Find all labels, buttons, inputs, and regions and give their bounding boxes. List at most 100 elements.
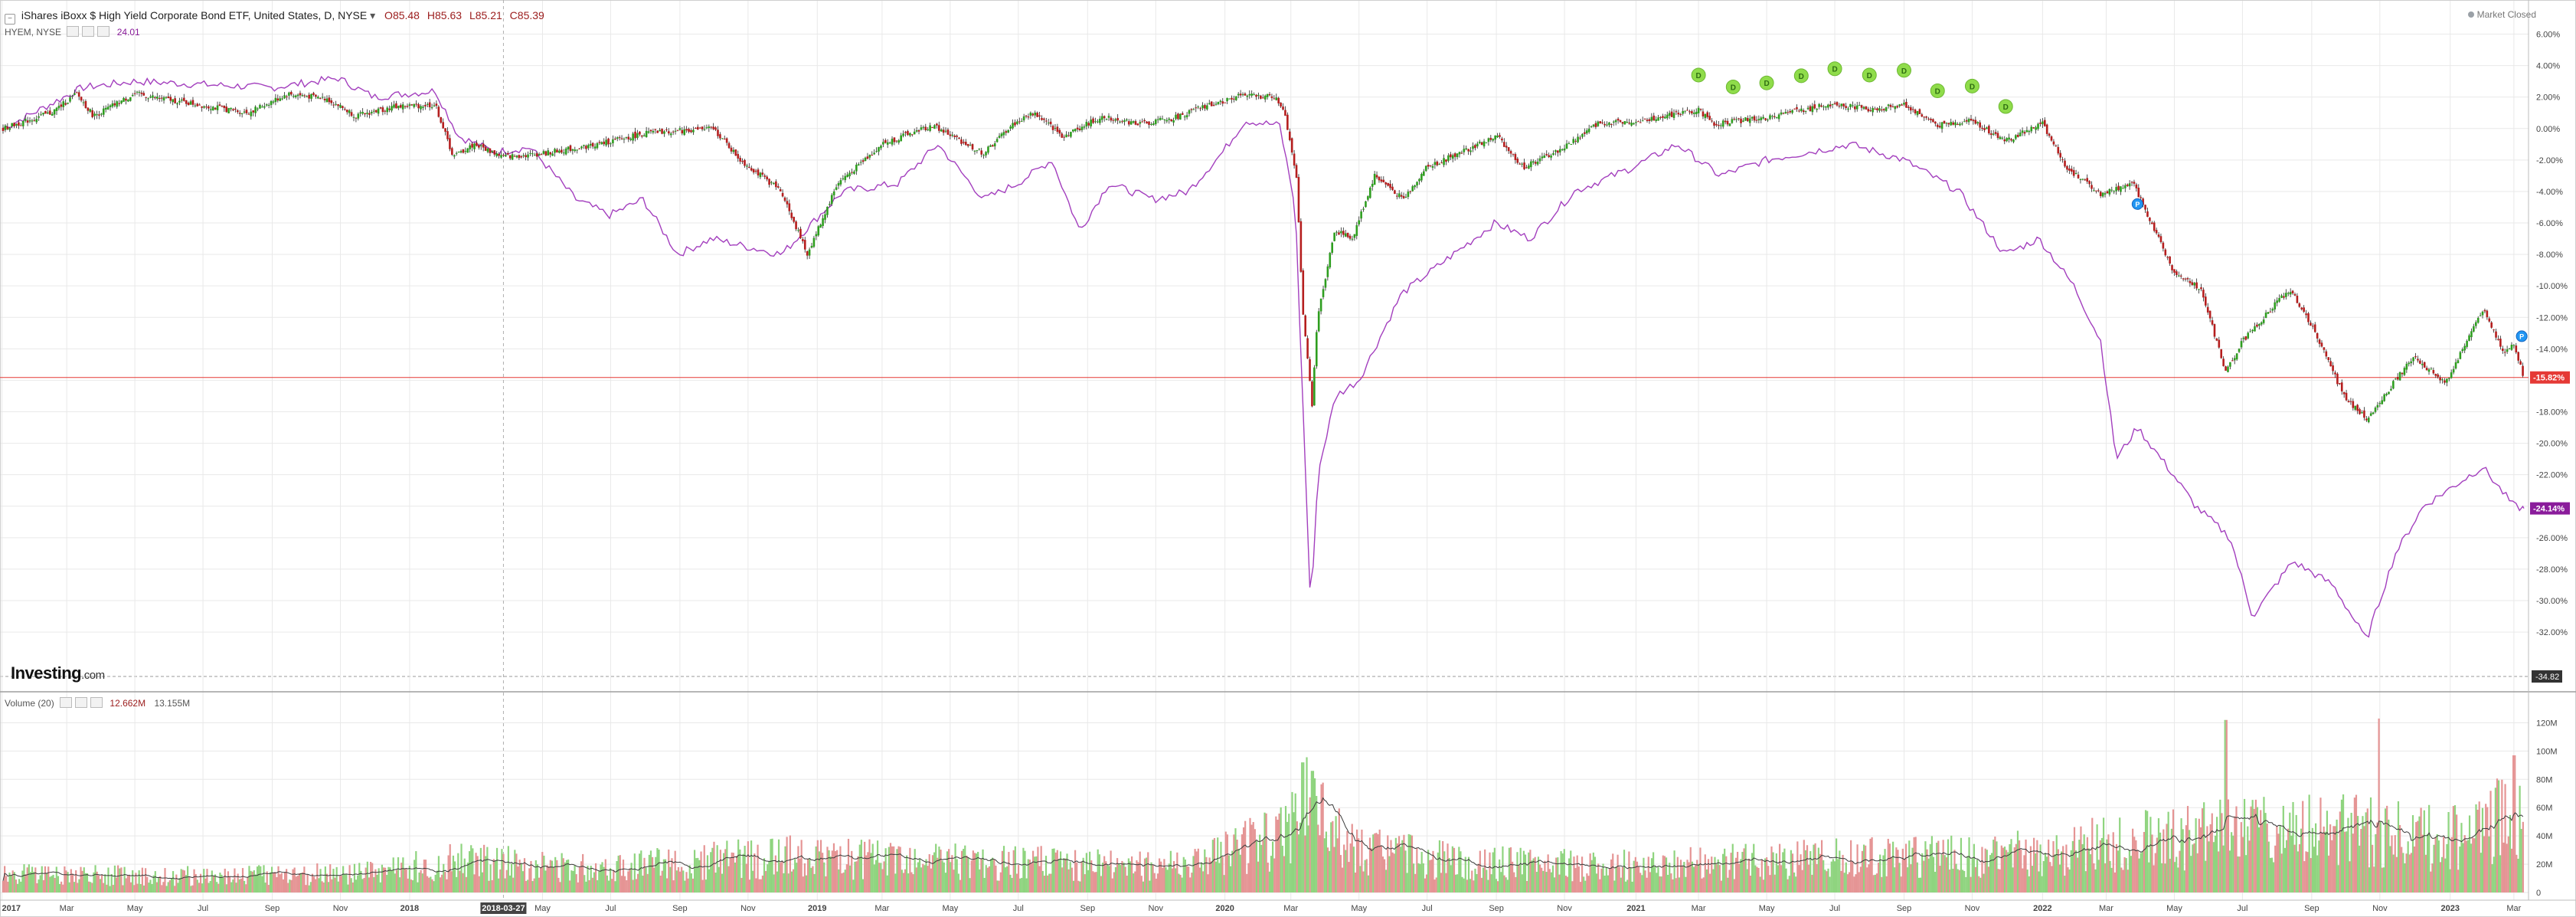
candle-up xyxy=(830,195,833,205)
candle-down xyxy=(410,104,414,106)
candle-down xyxy=(1793,108,1796,110)
volume-bar-down xyxy=(1031,850,1035,892)
candle-up xyxy=(587,145,590,149)
volume-bar-down xyxy=(1390,840,1392,892)
candle-up xyxy=(674,130,677,132)
volume-bar-up xyxy=(2375,833,2377,892)
candle-up xyxy=(1568,143,1571,145)
volume-bar-up xyxy=(2097,860,2100,892)
price-tick-label: -32.00% xyxy=(2536,628,2568,637)
volume-bar-up xyxy=(1822,860,1825,892)
close-icon[interactable] xyxy=(97,26,110,37)
candle-up xyxy=(1367,196,1369,200)
volume-bar-up xyxy=(1785,868,1787,892)
volume-bar-down xyxy=(757,844,759,892)
candle-down xyxy=(482,143,485,148)
volume-bar-up xyxy=(924,865,926,892)
candle-down xyxy=(1947,123,1950,125)
volume-bar-up xyxy=(1169,850,1172,892)
volume-bar-up xyxy=(418,872,420,892)
volume-bar-down xyxy=(922,863,924,892)
volume-bar-down xyxy=(1071,867,1073,892)
volume-bar-down xyxy=(604,859,606,892)
volume-settings-icon[interactable] xyxy=(60,697,73,708)
candle-down xyxy=(2097,190,2100,192)
volume-bar-down xyxy=(2179,850,2181,892)
volume-bar-up xyxy=(20,881,22,892)
volume-bar-down xyxy=(1113,872,1115,892)
volume-bar-up xyxy=(1011,877,1013,892)
candle-up xyxy=(1183,116,1186,118)
volume-bar-down xyxy=(786,837,788,892)
volume-bar-up xyxy=(1911,847,1914,892)
volume-bar-up xyxy=(609,868,612,892)
candle-up xyxy=(1313,367,1316,406)
volume-bar-up xyxy=(1594,856,1597,892)
volume-bar-down xyxy=(518,860,521,892)
volume-bar-up xyxy=(2300,828,2303,892)
candle-down xyxy=(2157,234,2160,237)
volume-bar-down xyxy=(557,877,560,892)
candle-down xyxy=(1686,110,1688,111)
volume-bar-up xyxy=(2026,870,2028,892)
volume-bar-up xyxy=(1175,868,1177,892)
settings-icon[interactable] xyxy=(67,26,80,37)
volume-bar-up xyxy=(2263,797,2265,892)
volume-bar-down xyxy=(2080,826,2082,892)
volume-bar-down xyxy=(428,877,430,892)
volume-bar-down xyxy=(274,872,276,892)
candle-down xyxy=(1891,106,1894,108)
candle-up xyxy=(1827,104,1829,108)
volume-bar-up xyxy=(1605,867,1607,892)
price-tick-label: -4.00% xyxy=(2536,188,2563,197)
candle-up xyxy=(1635,122,1637,123)
candle-down xyxy=(761,172,764,175)
candle-down xyxy=(154,97,156,99)
volume-bar-up xyxy=(2106,839,2108,892)
volume-bar-up xyxy=(1685,876,1687,892)
hide-icon[interactable] xyxy=(82,26,95,37)
volume-bar-down xyxy=(1728,870,1731,892)
volume-bar-up xyxy=(1419,863,1421,892)
volume-bar-down xyxy=(1040,846,1042,892)
candle-down xyxy=(328,97,331,103)
candle-up xyxy=(1597,121,1600,126)
candle-up xyxy=(1129,121,1133,125)
volume-bar-up xyxy=(1882,855,1885,892)
volume-tick-label: 120M xyxy=(2536,719,2558,728)
volume-bar-down xyxy=(198,883,201,892)
candle-up xyxy=(1416,182,1418,186)
dropdown-icon[interactable]: ▾ xyxy=(370,9,376,21)
volume-bar-up xyxy=(73,882,76,892)
collapse-icon[interactable]: − xyxy=(5,14,15,25)
candle-down xyxy=(1014,122,1016,126)
candle-down xyxy=(84,100,87,109)
volume-bar-up xyxy=(950,862,952,892)
volume-bar-down xyxy=(2483,836,2486,892)
candle-up xyxy=(1818,103,1820,107)
volume-bar-down xyxy=(789,835,791,892)
candle-up xyxy=(2381,400,2384,404)
volume-bar-up xyxy=(2208,841,2210,892)
volume-bar-down xyxy=(2120,867,2123,892)
candle-down xyxy=(2486,310,2489,318)
volume-hide-icon[interactable] xyxy=(75,697,88,708)
candle-down xyxy=(18,122,20,126)
volume-bar-up xyxy=(1683,862,1685,892)
volume-bar-up xyxy=(969,878,971,892)
candle-down xyxy=(2356,404,2359,411)
candle-down xyxy=(2179,275,2182,277)
volume-bar-down xyxy=(594,863,597,892)
volume-bar-up xyxy=(1691,861,1693,892)
dividend-marker xyxy=(1896,63,1911,78)
volume-bar-down xyxy=(2185,825,2188,892)
candle-up xyxy=(2403,368,2406,375)
dividend-marker-label: D xyxy=(1731,84,1736,92)
volume-bar-down xyxy=(1283,856,1286,892)
volume-close-icon[interactable] xyxy=(90,697,103,708)
volume-bar-up xyxy=(29,872,32,892)
event-marker xyxy=(2131,198,2143,210)
candle-down xyxy=(498,153,500,156)
time-tick-label: Sep xyxy=(672,904,688,913)
